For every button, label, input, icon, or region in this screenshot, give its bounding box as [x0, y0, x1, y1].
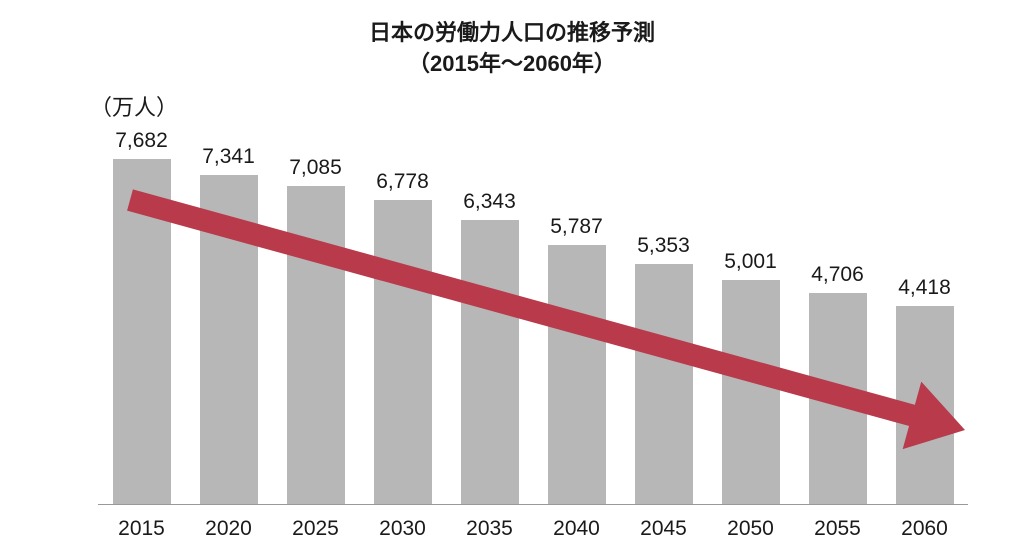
- bar: [200, 175, 258, 505]
- chart-title: 日本の労働力人口の推移予測 （2015年～2060年）: [0, 18, 1024, 80]
- title-line-1: 日本の労働力人口の推移予測: [369, 20, 655, 45]
- bar-group: 4,706: [794, 263, 881, 505]
- x-axis-label: 2050: [707, 517, 794, 541]
- y-axis-unit: （万人）: [90, 90, 178, 122]
- bar: [548, 245, 606, 505]
- bar: [113, 159, 171, 505]
- bar-value-label: 4,418: [898, 276, 951, 300]
- bar-value-label: 6,343: [463, 190, 516, 214]
- bar-value-label: 7,682: [115, 129, 168, 153]
- bar-value-label: 7,085: [289, 156, 342, 180]
- x-axis-line: [98, 504, 968, 505]
- bar: [374, 200, 432, 505]
- x-axis-label: 2020: [185, 517, 272, 541]
- plot-area: 7,6827,3417,0856,7786,3435,7875,3535,001…: [98, 145, 968, 505]
- bar: [722, 280, 780, 505]
- bar-group: 7,085: [272, 156, 359, 505]
- bar: [809, 293, 867, 505]
- x-axis-label: 2040: [533, 517, 620, 541]
- bar-group: 5,787: [533, 215, 620, 505]
- bar-group: 5,001: [707, 250, 794, 505]
- x-axis-label: 2035: [446, 517, 533, 541]
- bar-group: 6,778: [359, 170, 446, 505]
- bar-value-label: 5,001: [724, 250, 777, 274]
- x-axis-label: 2045: [620, 517, 707, 541]
- bar: [461, 220, 519, 505]
- bar-group: 5,353: [620, 234, 707, 505]
- bar-value-label: 5,787: [550, 215, 603, 239]
- x-axis-label: 2060: [881, 517, 968, 541]
- bars-container: 7,6827,3417,0856,7786,3435,7875,3535,001…: [98, 145, 968, 505]
- x-axis-label: 2025: [272, 517, 359, 541]
- bar: [896, 306, 954, 505]
- labor-force-chart: 日本の労働力人口の推移予測 （2015年～2060年） （万人） 7,682 7,…: [0, 0, 1024, 555]
- bar-group: 6,343: [446, 190, 533, 505]
- bar: [635, 264, 693, 505]
- title-line-2: （2015年～2060年）: [408, 51, 616, 76]
- bar: [287, 186, 345, 505]
- x-axis-label: 2030: [359, 517, 446, 541]
- bar-value-label: 6,778: [376, 170, 429, 194]
- bar-value-label: 5,353: [637, 234, 690, 258]
- bar-value-label: 4,706: [811, 263, 864, 287]
- x-axis-label: 2055: [794, 517, 881, 541]
- bar-group: 7,682: [98, 129, 185, 505]
- bar-group: 4,418: [881, 276, 968, 505]
- bar-value-label: 7,341: [202, 145, 255, 169]
- x-axis-label: 2015: [98, 517, 185, 541]
- bar-group: 7,341: [185, 145, 272, 505]
- x-axis-labels: 2015202020252030203520402045205020552060: [98, 517, 968, 541]
